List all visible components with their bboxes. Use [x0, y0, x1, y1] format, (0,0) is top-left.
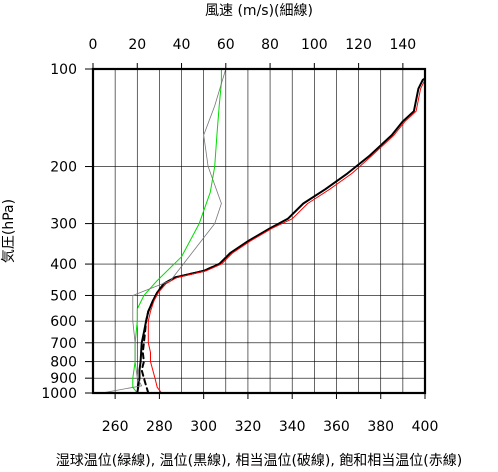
- tick-marks: [85, 63, 426, 399]
- y-tick-label: 500: [50, 288, 77, 304]
- y-axis-title: 気圧(hPa): [1, 199, 17, 263]
- x-bottom-tick-label: 320: [235, 419, 262, 435]
- x-top-tick-label: 120: [345, 37, 372, 53]
- x-bottom-tick-label: 300: [190, 419, 217, 435]
- y-tick-label: 400: [50, 257, 77, 273]
- x-bottom-tick-label: 400: [412, 419, 439, 435]
- x-top-tick-label: 140: [389, 37, 416, 53]
- x-bottom-tick-label: 360: [323, 419, 350, 435]
- x-top-tick-label: 20: [128, 37, 146, 53]
- y-tick-label: 100: [50, 62, 77, 78]
- x-bottom-tick-label: 380: [367, 419, 394, 435]
- series-line-4: [147, 79, 426, 394]
- tick-labels: 260 280 300 320 340 360 380 400 0 20 40 60 80 100 120 1…: [41, 37, 438, 435]
- grid: [92, 68, 426, 394]
- x-bottom-tick-label: 260: [102, 419, 129, 435]
- x-bottom-tick-label: 280: [146, 419, 173, 435]
- x-top-tick-label: 100: [301, 37, 328, 53]
- y-tick-label: 700: [50, 336, 77, 352]
- y-tick-label: 1000: [41, 386, 77, 402]
- x-bottom-tick-label: 340: [279, 419, 306, 435]
- x-bottom-axis-title: 湿球温位(緑線), 温位(黒線), 相当温位(破線), 飽和相当温位(赤線): [56, 452, 462, 469]
- x-top-tick-label: 60: [217, 37, 235, 53]
- x-top-tick-label: 0: [89, 37, 98, 53]
- x-top-tick-label: 80: [261, 37, 279, 53]
- plot-frame: [91, 67, 427, 395]
- x-top-tick-label: 40: [173, 37, 191, 53]
- y-tick-label: 800: [50, 355, 77, 371]
- x-top-axis-title: 風速 (m/s)(細線): [205, 3, 313, 19]
- y-tick-label: 300: [50, 217, 77, 233]
- y-tick-label: 600: [50, 314, 77, 330]
- series-line-5: [101, 68, 227, 394]
- series-layer: [101, 68, 426, 394]
- series-line-1: [132, 68, 222, 394]
- series-line-3: [140, 263, 221, 394]
- series-line-2: [136, 77, 426, 394]
- y-tick-label: 200: [50, 160, 77, 176]
- y-tick-label: 900: [50, 371, 77, 387]
